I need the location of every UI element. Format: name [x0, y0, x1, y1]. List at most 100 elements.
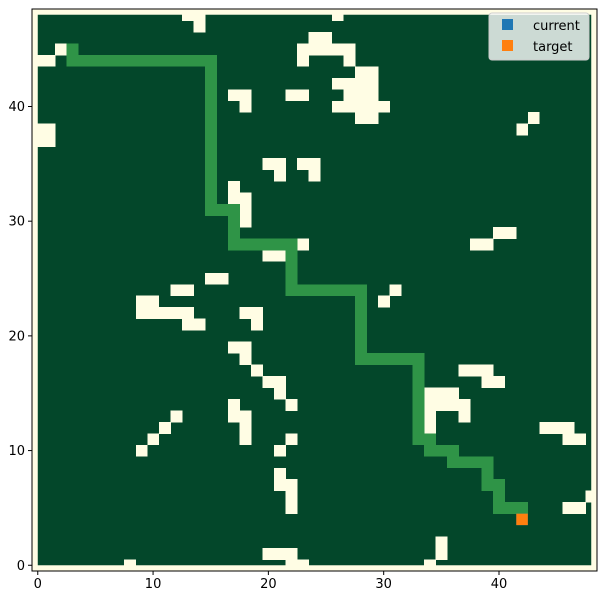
path-cell [193, 54, 206, 67]
path-cell [354, 318, 367, 331]
path-cell [262, 238, 275, 251]
legend-swatch-target [502, 40, 513, 51]
path-cell [493, 479, 506, 492]
obstacle-cell [504, 226, 517, 239]
x-tick-label: 10 [145, 577, 162, 592]
path-cell [412, 433, 425, 446]
y-tick-label: 0 [17, 559, 25, 574]
obstacle-cell [308, 169, 321, 182]
path-cell [216, 203, 229, 216]
path-cell [204, 135, 217, 148]
obstacle-cell [262, 376, 275, 388]
legend-swatch-current [502, 19, 513, 30]
obstacle-cell [366, 112, 379, 125]
obstacle-cell [447, 398, 460, 411]
obstacle-cell [562, 433, 575, 446]
obstacle-cell [285, 479, 298, 492]
path-cell [170, 54, 183, 67]
obstacle-cell [377, 100, 390, 113]
obstacle-cell [135, 295, 148, 308]
obstacle-cell [550, 421, 563, 434]
obstacle-cell [239, 341, 252, 354]
obstacle-cell [262, 548, 275, 560]
path-cell [135, 54, 148, 67]
obstacle-cell [32, 123, 44, 136]
path-cell [204, 203, 217, 216]
path-cell [424, 444, 436, 457]
obstacle-cell [239, 353, 252, 365]
obstacle-cell [366, 100, 379, 113]
obstacle-cell [308, 158, 321, 170]
obstacle-cell [251, 364, 264, 377]
obstacle-cell [354, 77, 367, 90]
path-cell [147, 54, 160, 67]
obstacle-cell [366, 77, 379, 90]
obstacle-cell [297, 158, 310, 170]
obstacle-cell [297, 54, 310, 67]
obstacle-cell [320, 43, 333, 56]
path-cell [493, 502, 506, 515]
obstacle-cell [193, 318, 206, 331]
path-cell [228, 203, 240, 216]
obstacle-cell [354, 89, 367, 102]
obstacle-cell [274, 376, 287, 388]
legend-box [488, 12, 590, 61]
obstacle-cell [239, 215, 252, 228]
obstacle-cell [377, 295, 390, 308]
obstacle-cell [331, 9, 344, 21]
obstacle-cell [216, 272, 229, 285]
obstacle-cell [228, 181, 240, 193]
obstacle-cell [147, 307, 160, 320]
path-cell [285, 238, 298, 251]
axes: 0 10 20 30 40 0 10 20 30 40 [8, 8, 598, 592]
obstacle-cell [285, 490, 298, 503]
obstacle-cell [458, 364, 471, 377]
obstacle-cell [470, 364, 483, 377]
path-cell [412, 376, 425, 388]
obstacle-cell [297, 43, 310, 56]
obstacle-cell [239, 89, 252, 102]
path-cell [412, 364, 425, 377]
path-cell [320, 284, 333, 297]
obstacle-cell [297, 238, 310, 251]
obstacle-cell [239, 421, 252, 434]
path-cell [447, 456, 460, 469]
obstacle-cell [239, 433, 252, 446]
path-cell [331, 284, 344, 297]
obstacle-cell [435, 536, 448, 549]
obstacle-cell [366, 66, 379, 79]
path-cell [285, 261, 298, 274]
obstacle-cell [562, 502, 575, 515]
obstacle-cell [274, 158, 287, 170]
path-cell [481, 467, 494, 480]
obstacle-cell [481, 364, 494, 377]
obstacle-cell [239, 192, 252, 205]
obstacle-cell [239, 203, 252, 216]
obstacle-cell [424, 387, 436, 400]
path-cell [308, 284, 321, 297]
path-cell [66, 54, 79, 67]
obstacle-cell [354, 100, 367, 113]
obstacle-cell [147, 433, 160, 446]
obstacle-cell [308, 31, 321, 44]
obstacle-cell [193, 20, 206, 33]
obstacle-cell [181, 9, 194, 21]
path-cell [470, 456, 483, 469]
path-cell [435, 444, 448, 457]
path-cell [516, 502, 529, 515]
obstacle-cell [239, 410, 252, 423]
obstacle-cell [424, 421, 436, 434]
obstacle-cell [285, 559, 298, 572]
path-cell [424, 433, 436, 446]
path-cell [412, 387, 425, 400]
y-tick-label: 30 [8, 215, 25, 230]
obstacle-cell [32, 54, 44, 67]
obstacle-cell [228, 398, 240, 411]
path-cell [366, 353, 379, 365]
path-cell [412, 421, 425, 434]
obstacle-cell [435, 387, 448, 400]
path-cell [228, 226, 240, 239]
obstacle-cell [181, 307, 194, 320]
obstacle-cell [297, 559, 310, 572]
